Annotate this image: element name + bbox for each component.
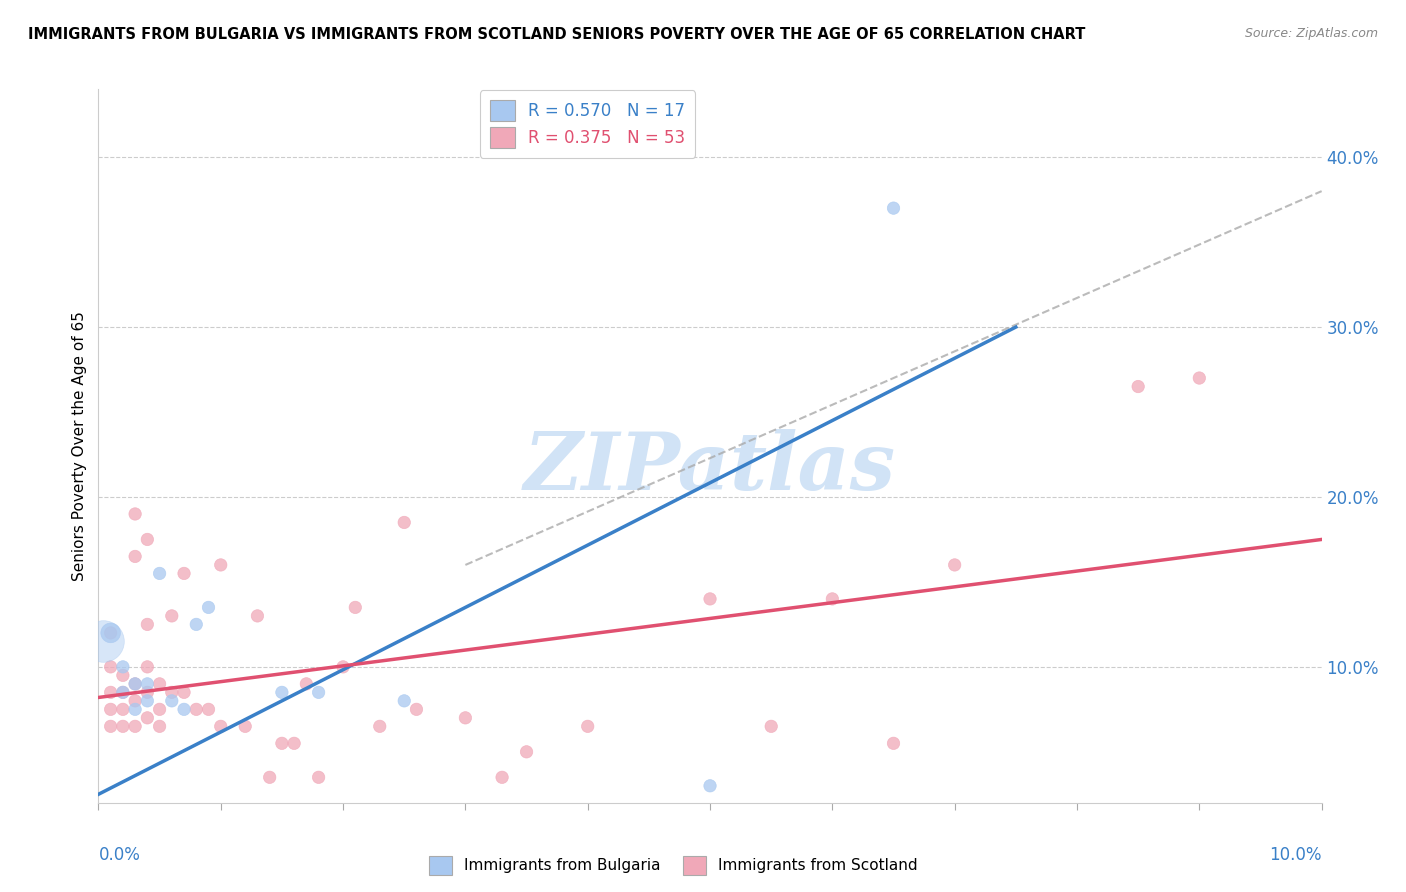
Point <box>344 600 367 615</box>
Point <box>160 685 183 699</box>
Point <box>368 719 391 733</box>
Point <box>270 685 292 699</box>
Point <box>124 677 146 691</box>
Point <box>233 719 256 733</box>
Point <box>149 677 172 691</box>
Text: ZIPatlas: ZIPatlas <box>524 429 896 506</box>
Point <box>100 660 122 674</box>
Point <box>100 685 122 699</box>
Point <box>308 770 330 784</box>
Point <box>136 660 159 674</box>
Point <box>259 770 281 784</box>
Point <box>124 694 146 708</box>
Point <box>283 736 305 750</box>
Point <box>136 677 159 691</box>
Point <box>173 685 195 699</box>
Point <box>136 617 159 632</box>
Point <box>100 702 122 716</box>
Point <box>149 702 172 716</box>
Point <box>246 608 269 623</box>
Point <box>576 719 599 733</box>
Point <box>136 533 159 547</box>
Point <box>1128 379 1150 393</box>
Point <box>392 516 416 530</box>
Point <box>270 736 292 750</box>
Point <box>124 507 146 521</box>
Point <box>124 677 146 691</box>
Point <box>699 779 721 793</box>
Point <box>91 634 114 648</box>
Point <box>124 719 146 733</box>
Point <box>821 591 844 606</box>
Point <box>111 685 134 699</box>
Point <box>124 549 146 564</box>
Point <box>405 702 427 716</box>
Point <box>943 558 966 572</box>
Point <box>186 702 208 716</box>
Text: 10.0%: 10.0% <box>1270 846 1322 863</box>
Point <box>100 626 122 640</box>
Point <box>136 711 159 725</box>
Point <box>209 558 232 572</box>
Y-axis label: Seniors Poverty Over the Age of 65: Seniors Poverty Over the Age of 65 <box>72 311 87 581</box>
Point <box>124 702 146 716</box>
Point <box>759 719 782 733</box>
Point <box>209 719 232 733</box>
Point <box>111 702 134 716</box>
Point <box>454 711 477 725</box>
Point <box>100 719 122 733</box>
Point <box>699 591 721 606</box>
Point <box>516 745 538 759</box>
Point <box>491 770 513 784</box>
Point <box>173 566 195 581</box>
Point <box>111 660 134 674</box>
Point <box>308 685 330 699</box>
Point <box>111 685 134 699</box>
Point <box>111 668 134 682</box>
Point <box>332 660 354 674</box>
Text: IMMIGRANTS FROM BULGARIA VS IMMIGRANTS FROM SCOTLAND SENIORS POVERTY OVER THE AG: IMMIGRANTS FROM BULGARIA VS IMMIGRANTS F… <box>28 27 1085 42</box>
Text: 0.0%: 0.0% <box>98 846 141 863</box>
Point <box>160 694 183 708</box>
Point <box>100 626 122 640</box>
Point <box>197 600 219 615</box>
Text: Source: ZipAtlas.com: Source: ZipAtlas.com <box>1244 27 1378 40</box>
Point <box>173 702 195 716</box>
Point <box>186 617 208 632</box>
Point <box>295 677 318 691</box>
Point <box>883 201 905 215</box>
Point <box>392 694 416 708</box>
Point <box>136 694 159 708</box>
Point <box>149 719 172 733</box>
Point <box>197 702 219 716</box>
Point <box>136 685 159 699</box>
Point <box>160 608 183 623</box>
Point <box>883 736 905 750</box>
Point <box>1188 371 1211 385</box>
Point <box>111 719 134 733</box>
Point <box>149 566 172 581</box>
Legend: Immigrants from Bulgaria, Immigrants from Scotland: Immigrants from Bulgaria, Immigrants fro… <box>423 850 924 880</box>
